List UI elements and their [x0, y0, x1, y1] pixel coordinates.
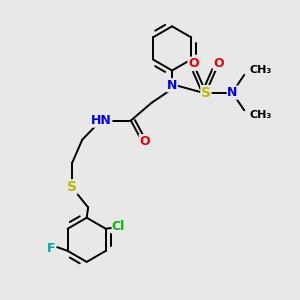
Text: Cl: Cl: [111, 220, 124, 233]
Text: CH₃: CH₃: [250, 110, 272, 120]
Text: S: S: [67, 180, 77, 194]
Text: CH₃: CH₃: [250, 65, 272, 76]
Text: F: F: [47, 242, 56, 255]
Text: O: O: [188, 57, 199, 70]
Text: HN: HN: [91, 114, 112, 127]
Text: O: O: [140, 135, 150, 148]
Text: N: N: [167, 79, 177, 92]
Text: N: N: [227, 86, 238, 99]
Text: O: O: [213, 57, 224, 70]
Text: S: S: [201, 85, 211, 100]
